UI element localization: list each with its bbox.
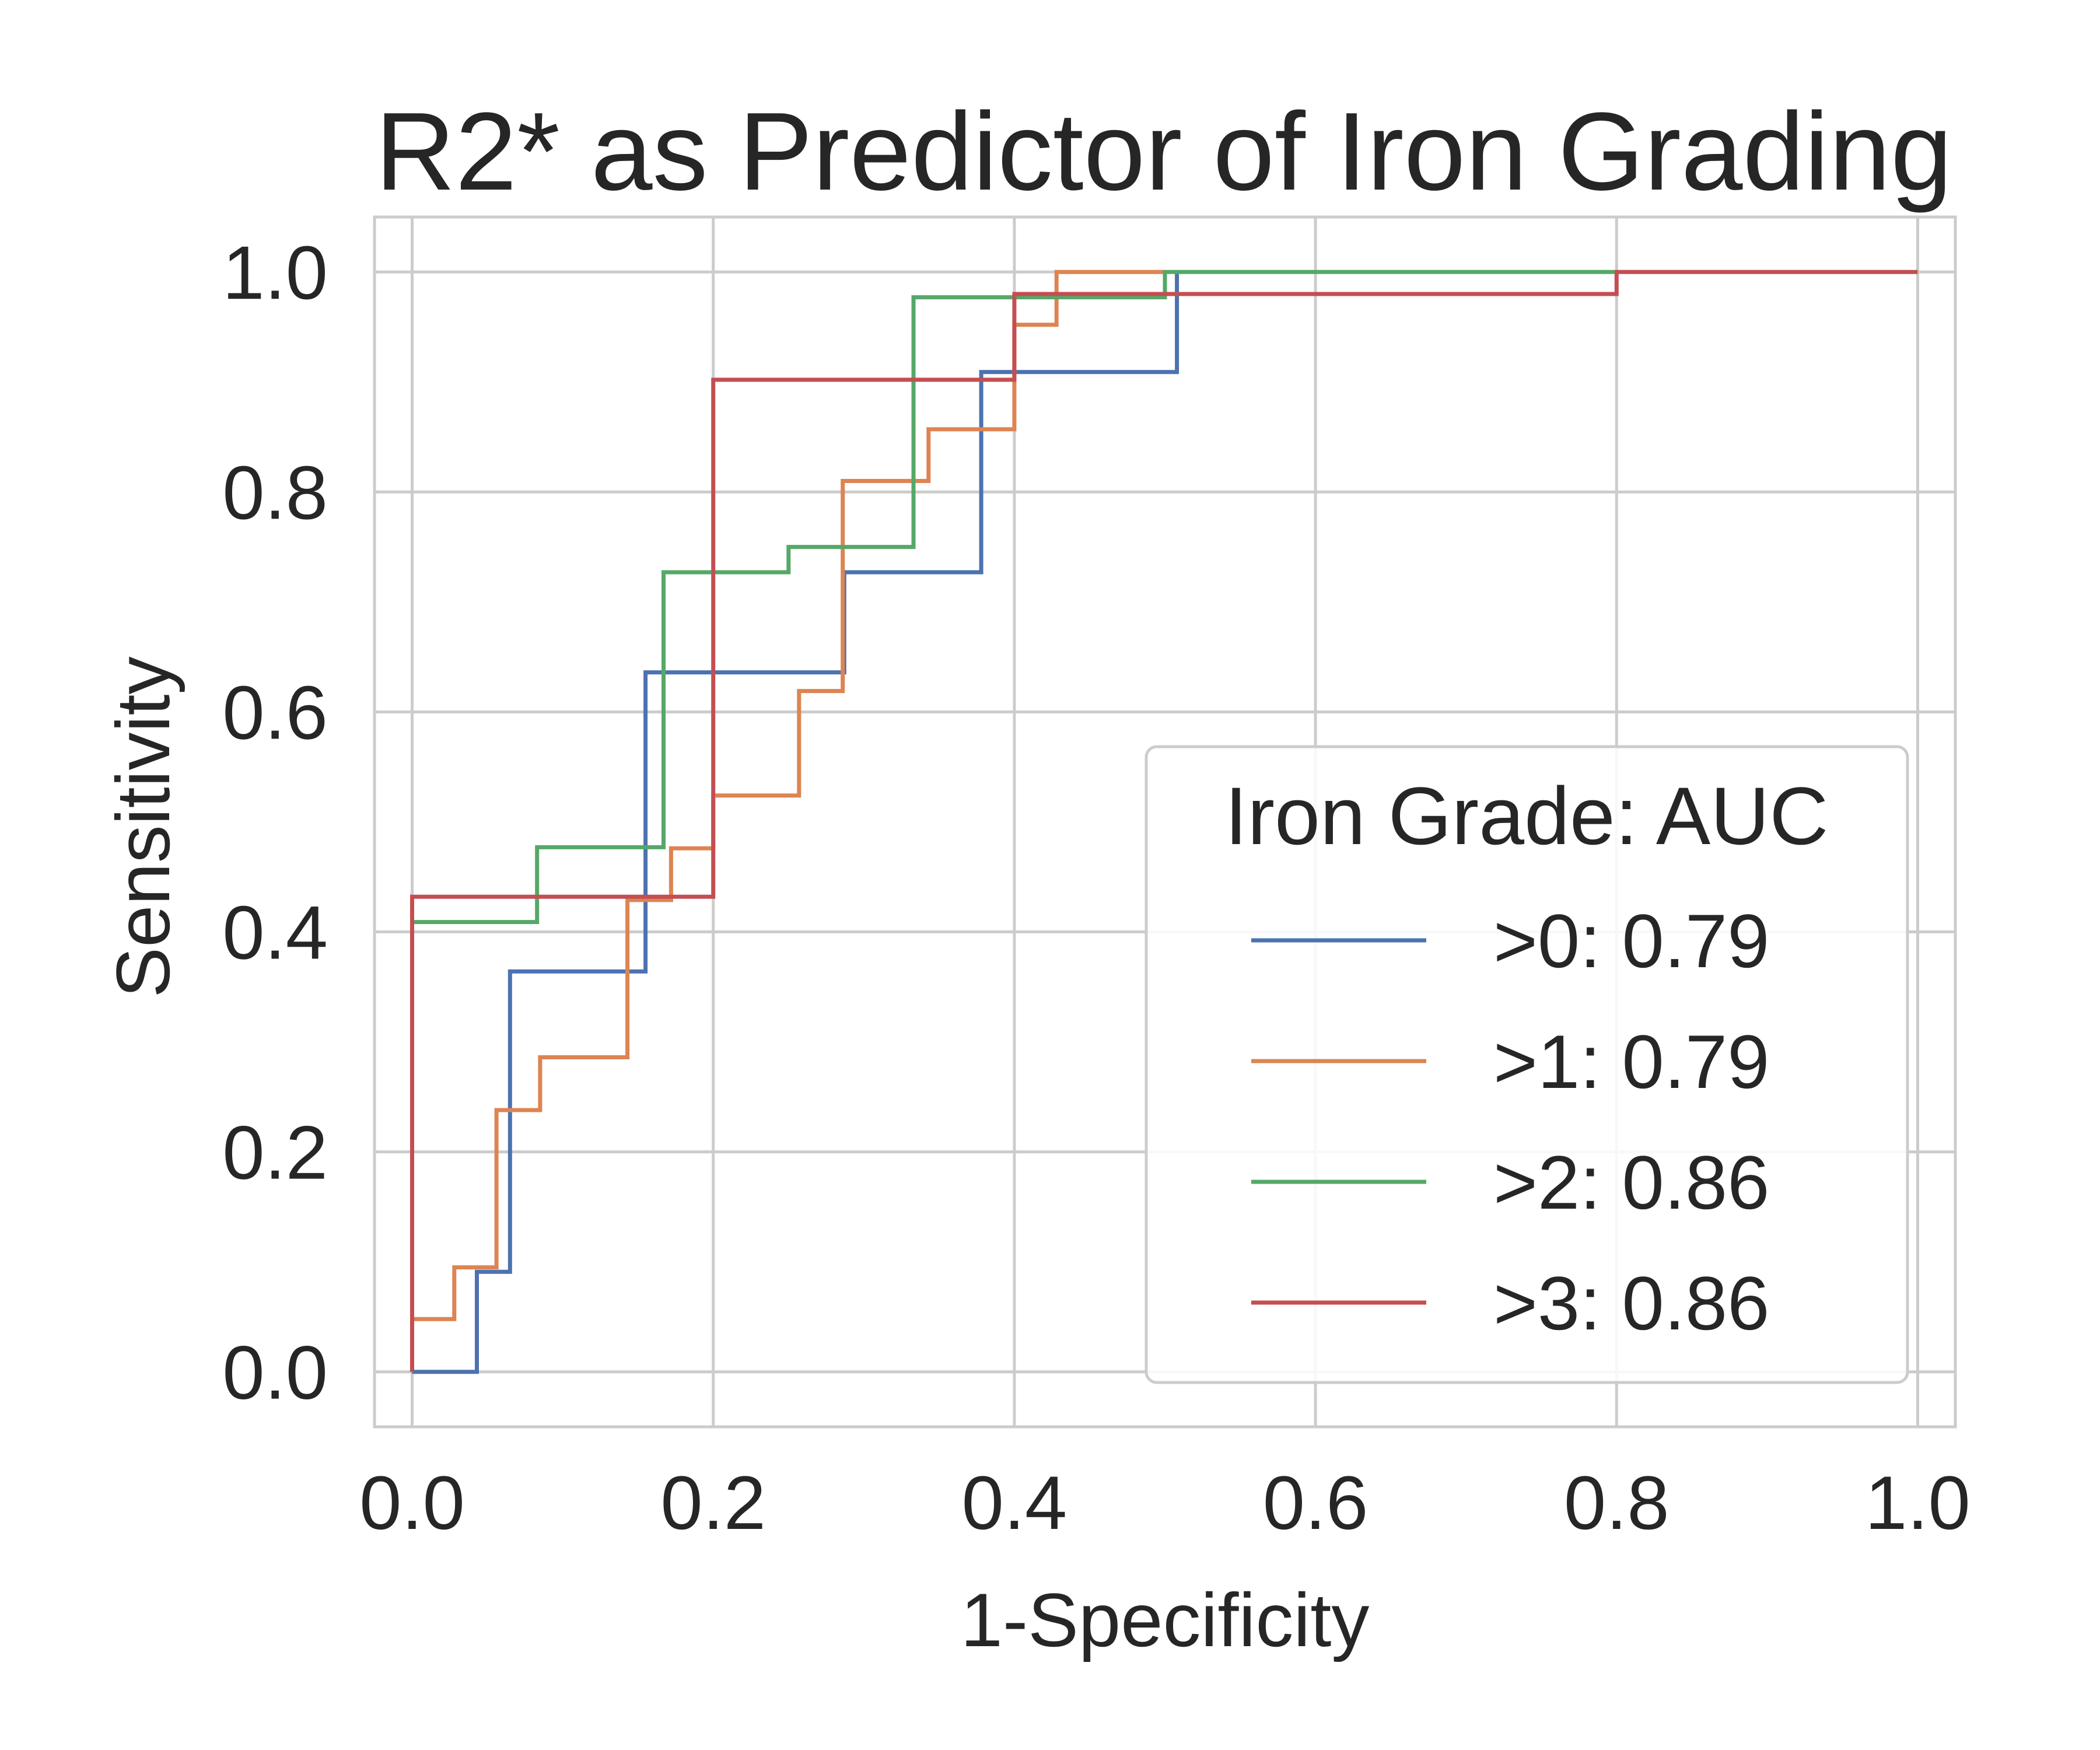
x-axis-label: 1-Specificity bbox=[961, 1577, 1370, 1662]
y-tick-label: 0.8 bbox=[222, 450, 328, 535]
x-tick-label: 0.4 bbox=[962, 1460, 1068, 1545]
roc-series-line-1 bbox=[410, 270, 1165, 1372]
x-tick-label: 0.6 bbox=[1263, 1460, 1368, 1545]
legend-box bbox=[1144, 745, 1909, 1384]
y-tick-label: 0.4 bbox=[222, 890, 328, 975]
roc-series-line-3 bbox=[410, 270, 1918, 1372]
y-tick-label: 1.0 bbox=[222, 230, 328, 315]
y-tick-label: 0.0 bbox=[222, 1330, 328, 1415]
legend: Iron Grade: AUC >0: 0.79 >1: 0.79 >2: 0.86… bbox=[1144, 745, 1909, 1384]
legend-title: Iron Grade: AUC bbox=[1225, 770, 1829, 862]
legend-items: >0: 0.79 >1: 0.79 >2: 0.86 >3: 0.86 bbox=[1251, 898, 1769, 1346]
tick-labels: 0.0 0.2 0.4 0.6 0.8 1.0 0.0 0.2 0.4 0.6 0.8 1.0 bbox=[222, 230, 1971, 1545]
chart-title: R2* as Predictor of Iron Grading bbox=[375, 90, 1952, 214]
y-axis-label: Sensitivity bbox=[100, 656, 186, 998]
series-lines bbox=[410, 270, 1918, 1374]
x-tick-label: 0.8 bbox=[1564, 1460, 1670, 1545]
legend-label-3: >3: 0.86 bbox=[1493, 1261, 1769, 1346]
legend-label-0: >0: 0.79 bbox=[1493, 898, 1769, 984]
y-tick-label: 0.2 bbox=[222, 1110, 328, 1195]
legend-label-1: >1: 0.79 bbox=[1493, 1019, 1769, 1104]
legend-label-2: >2: 0.86 bbox=[1493, 1140, 1769, 1225]
roc-series-line-0 bbox=[412, 272, 1180, 1374]
x-tick-label: 0.2 bbox=[660, 1460, 766, 1545]
y-tick-label: 0.6 bbox=[222, 670, 328, 755]
plot-frame bbox=[373, 215, 1957, 1429]
x-tick-label: 0.0 bbox=[359, 1460, 465, 1545]
roc-series-line-2 bbox=[410, 270, 1617, 1372]
x-tick-label: 1.0 bbox=[1865, 1460, 1971, 1545]
